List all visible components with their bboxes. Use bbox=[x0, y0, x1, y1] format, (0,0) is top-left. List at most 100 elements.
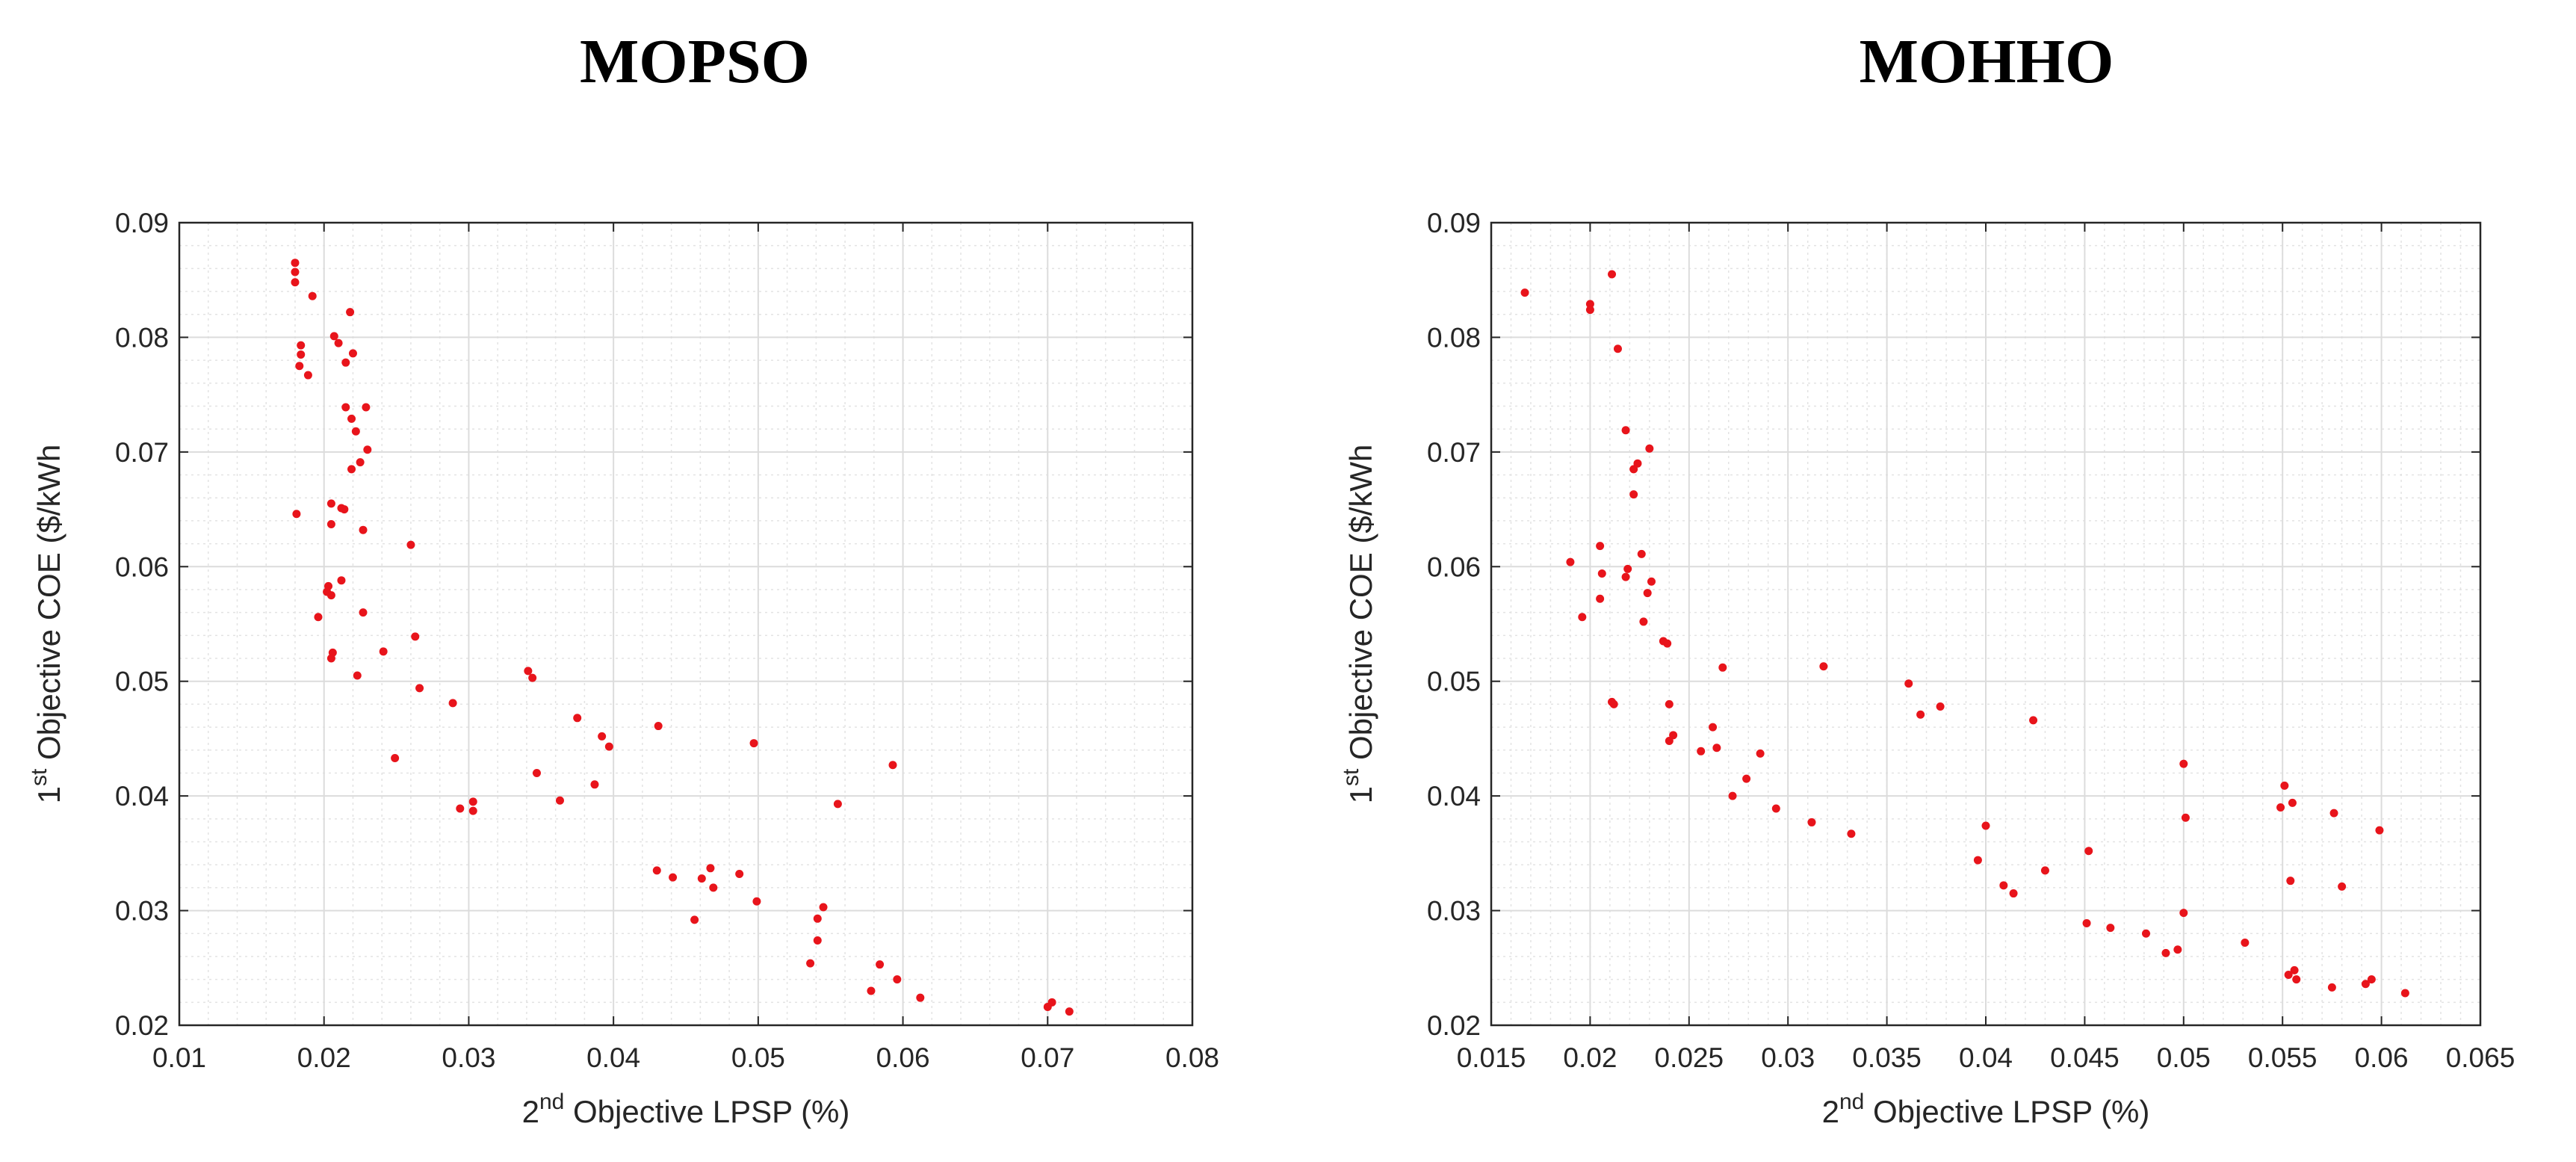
data-point bbox=[1807, 818, 1816, 826]
data-point bbox=[1669, 731, 1678, 740]
data-point bbox=[337, 576, 346, 585]
data-point bbox=[2106, 924, 2115, 933]
x-axis-label: 2nd Objective LPSP (%) bbox=[1822, 1090, 2150, 1129]
data-point bbox=[291, 268, 300, 276]
x-tick-label: 0.055 bbox=[2248, 1042, 2318, 1073]
data-point bbox=[604, 742, 613, 751]
data-point bbox=[1585, 300, 1594, 309]
data-point bbox=[1633, 459, 1642, 468]
axes-background bbox=[179, 223, 1192, 1025]
data-point bbox=[351, 427, 360, 436]
data-point bbox=[326, 499, 335, 508]
x-tick-label: 0.065 bbox=[2446, 1042, 2515, 1073]
data-point bbox=[415, 684, 424, 693]
x-tick-label: 0.04 bbox=[586, 1042, 640, 1073]
data-point bbox=[291, 278, 300, 287]
data-point bbox=[326, 654, 335, 663]
y-tick-label: 0.06 bbox=[115, 551, 169, 582]
data-point bbox=[468, 797, 477, 806]
data-point bbox=[524, 667, 533, 676]
y-tick-label: 0.05 bbox=[115, 667, 169, 697]
data-point bbox=[2400, 989, 2409, 998]
data-point bbox=[1639, 617, 1648, 626]
data-point bbox=[1596, 594, 1605, 603]
data-point bbox=[2327, 983, 2336, 992]
data-point bbox=[598, 732, 607, 741]
data-point bbox=[888, 761, 897, 770]
x-tick-label: 0.01 bbox=[152, 1042, 206, 1073]
data-point bbox=[347, 465, 356, 474]
y-tick-label: 0.03 bbox=[115, 896, 169, 927]
data-point bbox=[1771, 804, 1780, 813]
data-point bbox=[334, 339, 343, 347]
data-point bbox=[2179, 909, 2188, 918]
data-point bbox=[652, 866, 661, 875]
data-point bbox=[706, 864, 715, 873]
data-point bbox=[1647, 577, 1656, 586]
data-point bbox=[1973, 856, 1982, 865]
mohho-chart: MOHHO 0.015 0.02 0.025 0.03 0.035 0.04 0.045 0.… bbox=[1339, 27, 2515, 1129]
y-tick-label: 0.08 bbox=[1427, 322, 1481, 353]
data-point bbox=[1621, 572, 1630, 581]
data-point bbox=[291, 259, 300, 268]
chart-title: MOHHO bbox=[1860, 27, 2114, 96]
data-point bbox=[1728, 791, 1737, 800]
data-point bbox=[303, 371, 312, 380]
x-tick-label: 0.02 bbox=[297, 1042, 351, 1073]
x-tick-label: 0.05 bbox=[731, 1042, 785, 1073]
data-point bbox=[337, 504, 346, 513]
y-axis-label: 1st Objective COE ($/kWh bbox=[27, 445, 66, 804]
data-point bbox=[2338, 882, 2347, 891]
x-tick-label: 0.02 bbox=[1563, 1042, 1617, 1073]
mopso-chart: MOPSO 0.01 0.02 0.03 0.04 0.05 0.06 0.07 0.080.… bbox=[27, 27, 1219, 1129]
data-point bbox=[456, 804, 465, 813]
data-point bbox=[1847, 829, 1856, 838]
data-point bbox=[690, 915, 699, 924]
y-tick-label: 0.08 bbox=[115, 322, 169, 353]
x-tick-label: 0.035 bbox=[1852, 1042, 1922, 1073]
data-point bbox=[314, 613, 323, 622]
data-point bbox=[468, 806, 477, 815]
y-tick-label: 0.07 bbox=[1427, 437, 1481, 468]
x-tick-label: 0.06 bbox=[876, 1042, 930, 1073]
data-point bbox=[356, 458, 365, 467]
data-point bbox=[329, 332, 338, 341]
data-point bbox=[411, 632, 420, 641]
data-point bbox=[654, 722, 663, 731]
plot-area: 0.01 0.02 0.03 0.04 0.05 0.06 0.07 0.080.020.03… bbox=[27, 208, 1219, 1129]
data-point bbox=[1597, 569, 1606, 578]
data-point bbox=[1665, 699, 1674, 708]
data-point bbox=[1697, 747, 1706, 755]
x-tick-label: 0.015 bbox=[1457, 1042, 1526, 1073]
data-point bbox=[2084, 847, 2093, 856]
y-tick-label: 0.09 bbox=[115, 208, 169, 238]
data-point bbox=[1756, 749, 1765, 758]
data-point bbox=[2292, 975, 2301, 984]
chart-title: MOPSO bbox=[580, 27, 810, 96]
y-tick-label: 0.09 bbox=[1427, 208, 1481, 238]
x-tick-label: 0.06 bbox=[2355, 1042, 2409, 1073]
data-point bbox=[2173, 945, 2182, 954]
data-point bbox=[2179, 759, 2188, 768]
data-point bbox=[379, 647, 388, 656]
data-point bbox=[749, 739, 758, 748]
data-point bbox=[2288, 798, 2297, 807]
data-point bbox=[359, 608, 368, 617]
data-point bbox=[1596, 542, 1605, 551]
data-point bbox=[709, 883, 718, 892]
data-point bbox=[353, 671, 362, 680]
data-point bbox=[2040, 866, 2049, 875]
data-point bbox=[813, 936, 822, 945]
data-point bbox=[893, 975, 902, 984]
data-point bbox=[1608, 270, 1617, 279]
data-point bbox=[1621, 426, 1630, 435]
data-point bbox=[1819, 662, 1828, 671]
data-point bbox=[916, 993, 925, 1002]
data-point bbox=[867, 986, 876, 995]
x-tick-label: 0.045 bbox=[2050, 1042, 2120, 1073]
data-point bbox=[346, 308, 355, 317]
data-point bbox=[448, 699, 457, 708]
data-point bbox=[1578, 613, 1587, 622]
data-point bbox=[1665, 736, 1674, 745]
